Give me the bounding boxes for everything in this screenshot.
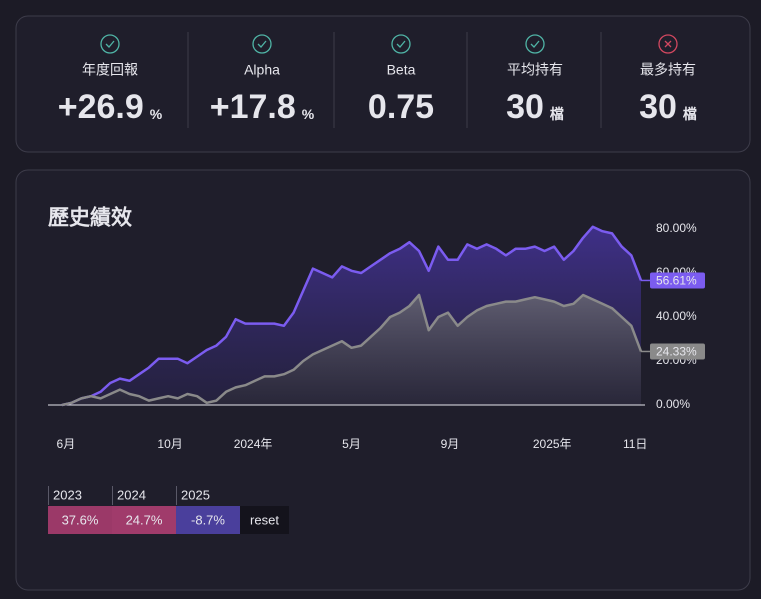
x-tick-label: 2025年 [533, 437, 572, 451]
status-glyph [530, 40, 540, 48]
series-line [61, 293, 643, 407]
stat-value: +26.9% [58, 88, 163, 126]
series-line [61, 225, 643, 407]
year-return: -8.7% [191, 512, 225, 527]
stat-value: 30 檔 [639, 88, 697, 126]
status-icon [100, 34, 120, 54]
y-tick-label: 80.00% [656, 221, 697, 235]
stat-value: 0.75 [368, 88, 434, 126]
chart-title: 歷史績效 [48, 206, 132, 230]
year-cell[interactable] [48, 506, 112, 534]
stat-unit: 檔 [550, 106, 564, 122]
reset-label: reset [250, 512, 279, 527]
status-glyph [396, 40, 406, 48]
year-label: 2024 [117, 487, 146, 502]
stat-number: +17.8 [210, 88, 296, 126]
year-cell[interactable] [176, 506, 240, 534]
stat-number: 30 [639, 88, 677, 126]
stat-number: 30 [506, 88, 544, 126]
x-tick-label: 6月 [57, 437, 76, 451]
stat-label: Beta [387, 62, 416, 78]
stat-label: 最多持有 [640, 62, 696, 78]
stat-number: 0.75 [368, 88, 434, 126]
status-icon [525, 34, 545, 54]
status-icon [658, 34, 678, 54]
end-label-box [650, 343, 705, 360]
status-icon [252, 34, 272, 54]
end-label: 56.61% [656, 274, 697, 288]
x-tick-label: 5月 [342, 437, 361, 451]
stat-label: Alpha [244, 62, 280, 78]
stat-label: 平均持有 [507, 62, 563, 78]
area-fill [62, 295, 641, 405]
status-icon [391, 34, 411, 54]
year-return: 24.7% [126, 512, 163, 527]
x-tick-label: 2024年 [234, 437, 273, 451]
stats-card [15, 15, 751, 153]
status-glyph [664, 40, 672, 48]
content: 年度回報 +26.9 % Alpha +17.8 % Beta 0.75 平均持有 30 檔 最多持有… [48, 32, 705, 534]
y-tick-label: 0.00% [656, 397, 690, 411]
x-tick-label: 9月 [441, 437, 460, 451]
reset-button[interactable] [240, 506, 289, 534]
stat-value: +17.8% [210, 88, 315, 126]
end-label-box [650, 272, 705, 289]
stat-value: 30 檔 [506, 88, 564, 126]
stat-number: +26.9 [58, 88, 144, 126]
x-tick-label: 11日 [623, 437, 647, 451]
status-glyph [105, 40, 115, 48]
year-label: 2025 [181, 487, 210, 502]
stat-unit: % [302, 106, 315, 122]
stat-label: 年度回報 [82, 62, 138, 78]
year-label: 2023 [53, 487, 82, 502]
stat-unit: 檔 [683, 106, 697, 122]
year-return: 37.6% [62, 512, 99, 527]
status-glyph [257, 40, 267, 48]
x-tick-label: 10月 [157, 437, 182, 451]
y-tick-label: 40.00% [656, 309, 697, 323]
year-cell[interactable] [112, 506, 176, 534]
stat-unit: % [150, 106, 163, 122]
end-label: 24.33% [656, 345, 697, 359]
